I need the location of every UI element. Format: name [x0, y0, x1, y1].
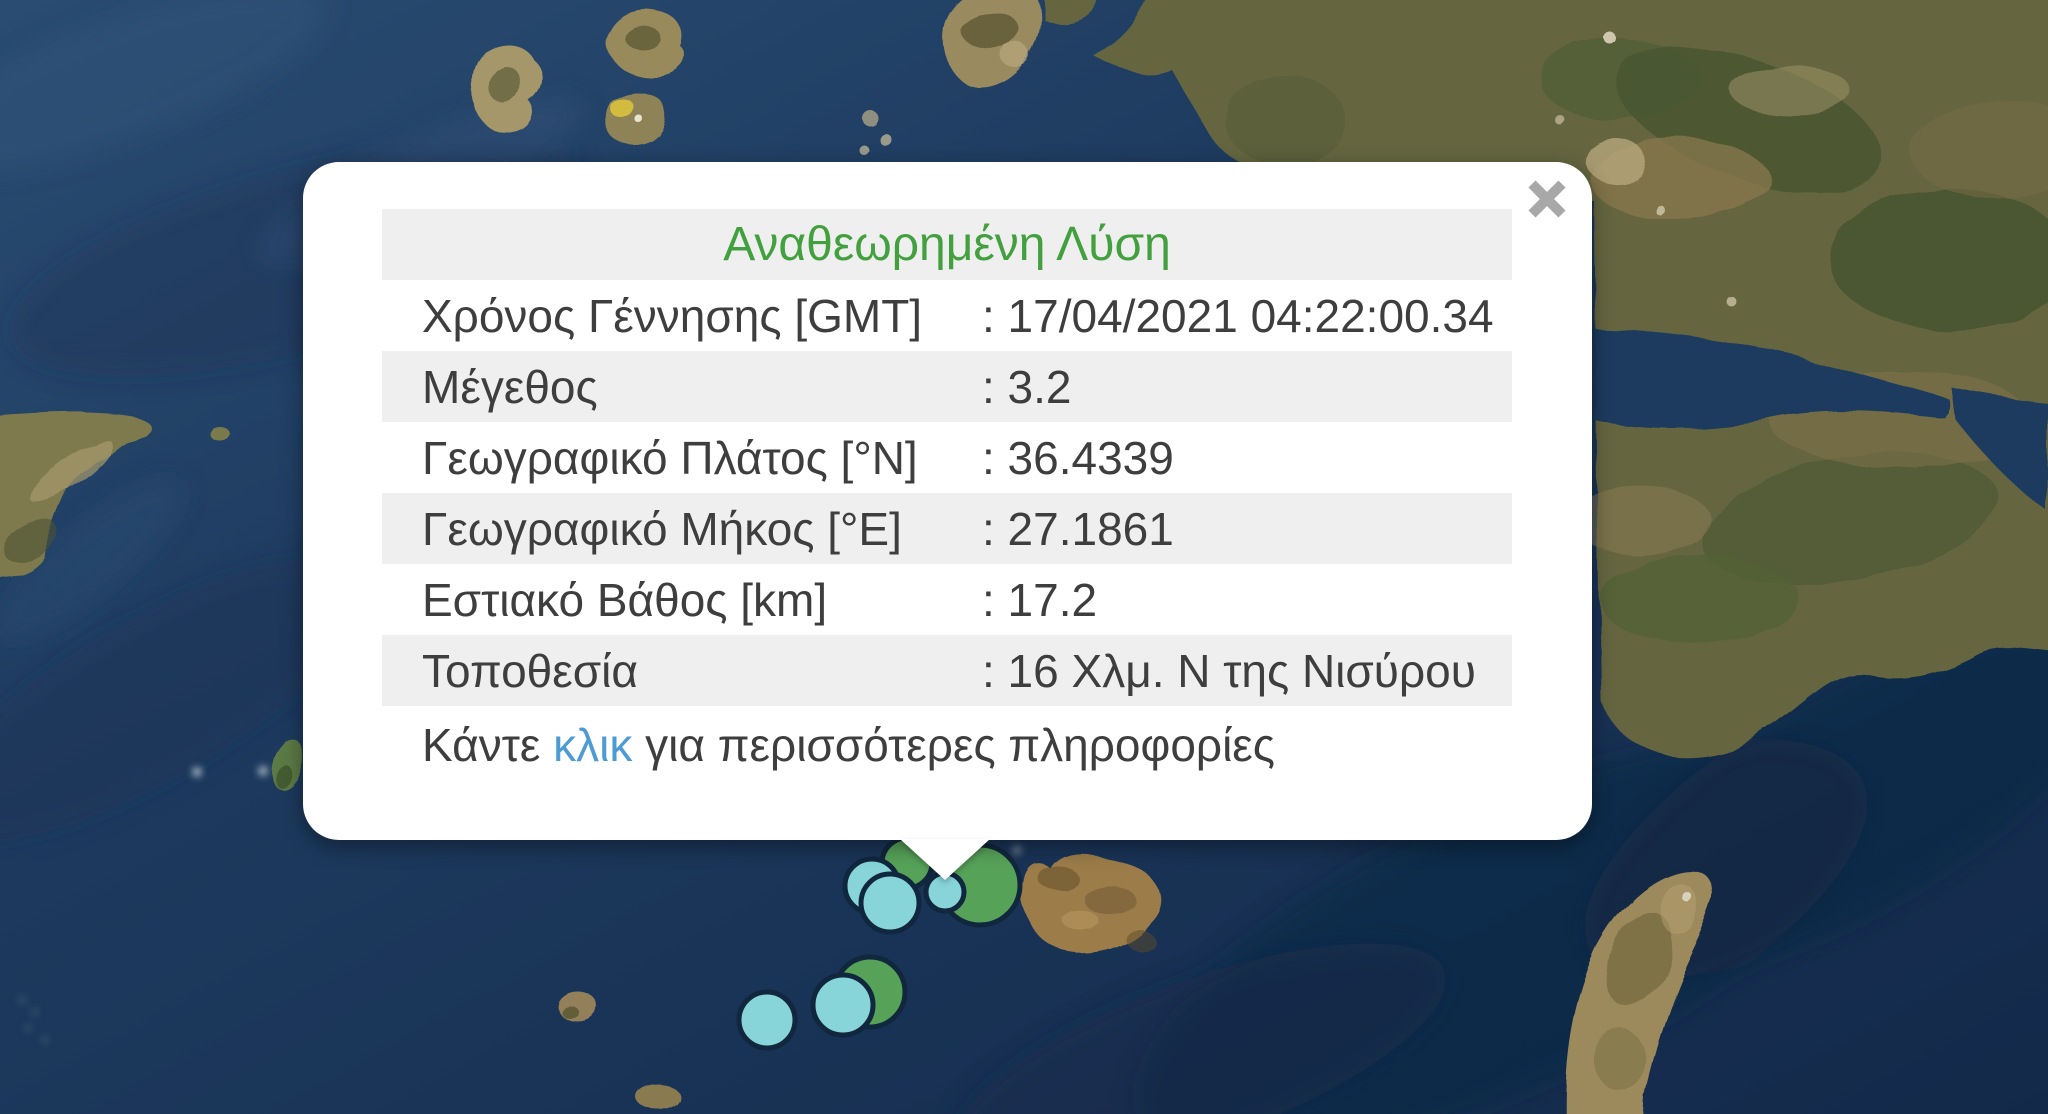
popup-footer: Κάντε κλικ για περισσότερες πληροφορίες: [382, 706, 1512, 784]
row-value: : 17/04/2021 04:22:00.34: [982, 289, 1494, 342]
row-value: : 3.2: [982, 360, 1072, 413]
row-label: Εστιακό Βάθος [km]: [422, 573, 828, 626]
more-info-link[interactable]: κλικ: [553, 719, 633, 771]
row-label: Γεωγραφικό Μήκος [°E]: [422, 502, 902, 555]
gulf-inlet: [1594, 328, 2048, 512]
island-group-topleft: [473, 8, 892, 155]
row-value: : 16 Χλμ. Ν της Νισύρου: [982, 644, 1476, 697]
row-value: : 17.2: [982, 573, 1098, 626]
row-label: Μέγεθος: [422, 360, 598, 413]
popup-row: Χρόνος Γέννησης [GMT] : 17/04/2021 04:22:…: [382, 280, 1512, 351]
popup-content: Αναθεωρημένη Λύση Χρόνος Γέννησης [GMT]:…: [382, 209, 1512, 784]
popup-tail: [900, 839, 990, 880]
popup-row: Τοποθεσία : 16 Χλμ. Ν της Νισύρου: [382, 635, 1512, 706]
row-label: Τοποθεσία: [422, 644, 638, 697]
islet-near-popup: [273, 740, 305, 792]
earthquake-marker-recent[interactable]: [810, 972, 876, 1038]
popup-title: Αναθεωρημένη Λύση: [382, 209, 1512, 280]
island-right-of-markers: [1023, 854, 1162, 955]
info-popup: Αναθεωρημένη Λύση Χρόνος Γέννησης [GMT]:…: [303, 162, 1592, 880]
row-value: : 36.4339: [982, 431, 1174, 484]
island-left-edge: [0, 412, 228, 576]
row-value: : 27.1861: [982, 502, 1174, 555]
earthquake-marker-recent[interactable]: [858, 871, 922, 935]
footer-prefix: Κάντε: [422, 719, 554, 771]
earthquake-marker-recent[interactable]: [736, 989, 798, 1051]
islets-bottom-center: [557, 991, 681, 1111]
island-bottom-right: [1565, 870, 1715, 1114]
footer-suffix: για περισσότερες πληροφορίες: [632, 719, 1275, 771]
row-label: Χρόνος Γέννησης [GMT]: [422, 289, 923, 342]
popup-row: Γεωγραφικό Μήκος [°E] : 27.1861: [382, 493, 1512, 564]
popup-row: Μέγεθος : 3.2: [382, 351, 1512, 422]
popup-row: Γεωγραφικό Πλάτος [°N] : 36.4339: [382, 422, 1512, 493]
island-top-center: [943, 0, 1041, 88]
popup-row: Εστιακό Βάθος [km] : 17.2: [382, 564, 1512, 635]
close-icon: [1528, 180, 1566, 218]
earthquake-markers: [736, 835, 1023, 1051]
row-label: Γεωγραφικό Πλάτος [°N]: [422, 431, 918, 484]
sea-speckles: [19, 767, 1021, 1043]
close-button[interactable]: [1526, 178, 1568, 220]
popup-table: Χρόνος Γέννησης [GMT] : 17/04/2021 04:22:…: [382, 280, 1512, 706]
